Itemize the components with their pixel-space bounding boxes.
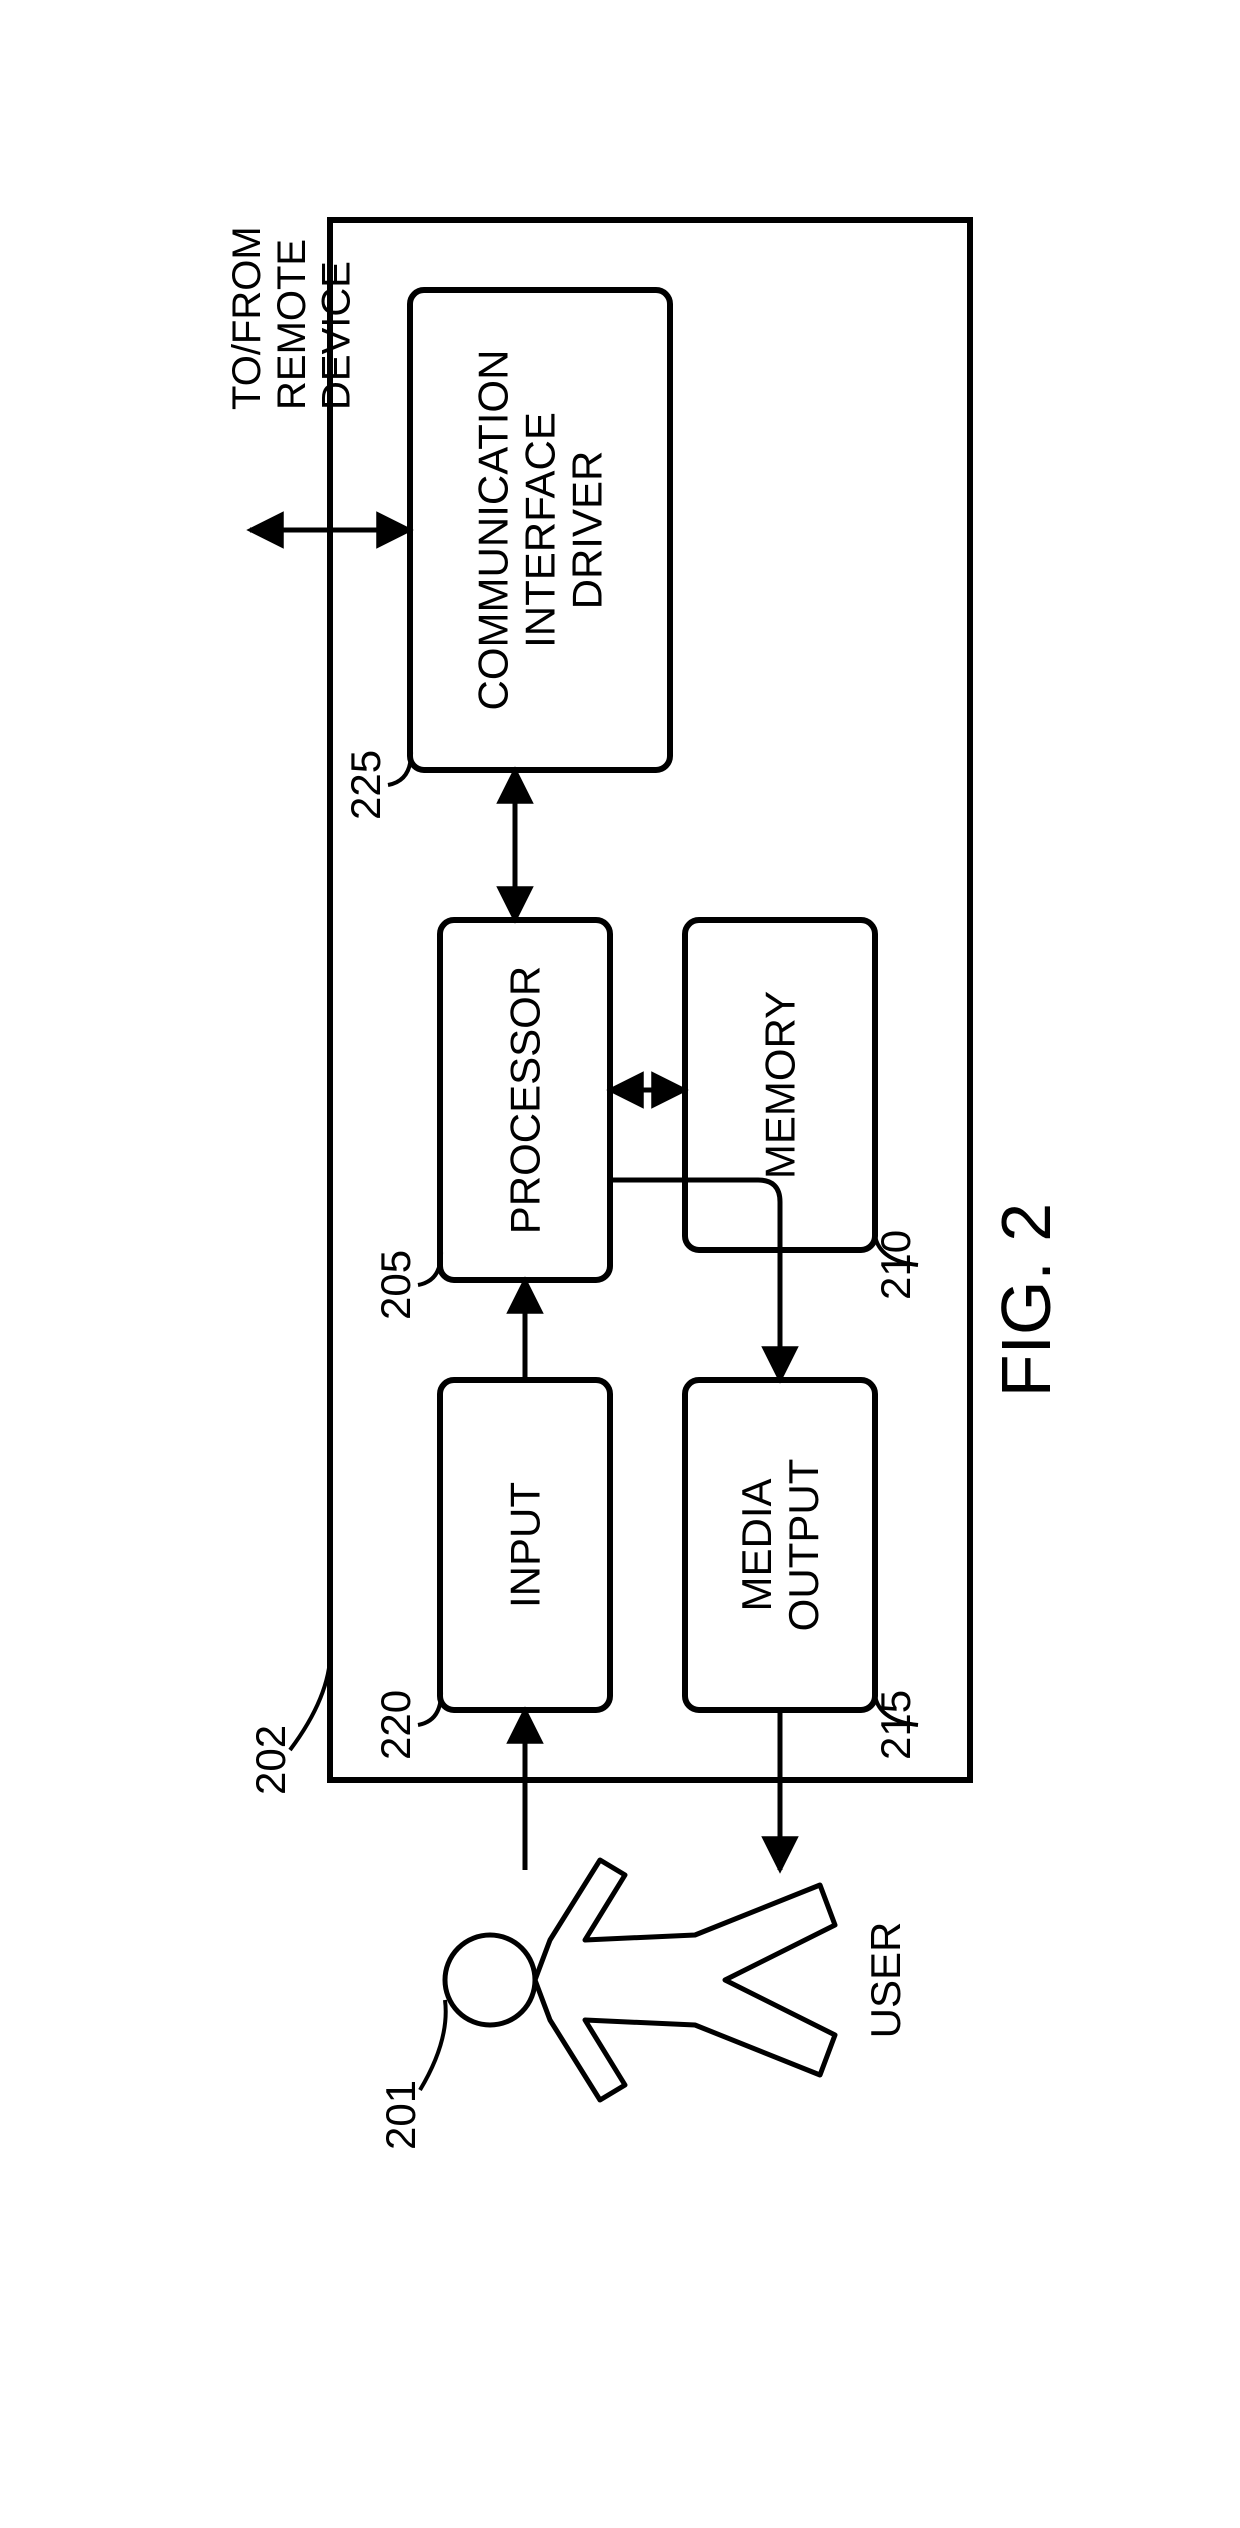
arrow-processor-to-media-output: [610, 1180, 780, 1380]
media-output-box-label: OUTPUT: [780, 1459, 827, 1632]
diagram-svg: 202 INPUT MEDIAOUTPUT PROCESSOR MEMORY COMMUN…: [0, 0, 1240, 2528]
ref-processor: 205: [372, 1250, 419, 1320]
ref-memory: 210: [872, 1230, 919, 1300]
comm-interface-box-label: DRIVER: [564, 451, 611, 610]
processor-box-label: PROCESSOR: [502, 966, 549, 1234]
figure-caption: FIG. 2: [987, 1203, 1065, 1397]
ref-media_output: 215: [872, 1690, 919, 1760]
memory-box-label: MEMORY: [757, 991, 804, 1179]
ref-user: 201: [377, 2080, 424, 2150]
media-output-box-label: MEDIA: [733, 1478, 780, 1611]
ref-device: 202: [247, 1725, 294, 1795]
user-icon: [445, 1860, 835, 2100]
input-box-label: INPUT: [502, 1482, 549, 1608]
user-label: USER: [862, 1922, 909, 2039]
comm-interface-box-label: INTERFACE: [517, 412, 564, 648]
ref-comm: 225: [342, 750, 389, 820]
ref-leader-user: [420, 2000, 446, 2090]
comm-interface-box-label: COMMUNICATION: [470, 350, 517, 711]
figure-stage: 202 INPUT MEDIAOUTPUT PROCESSOR MEMORY COMMUN…: [0, 0, 1240, 2528]
external-device-label: REMOTE: [270, 239, 314, 410]
ref-input: 220: [372, 1690, 419, 1760]
external-device-label: TO/FROM: [225, 226, 269, 410]
ref-leader-device: [290, 1640, 331, 1750]
external-device-label: DEVICE: [315, 261, 359, 410]
